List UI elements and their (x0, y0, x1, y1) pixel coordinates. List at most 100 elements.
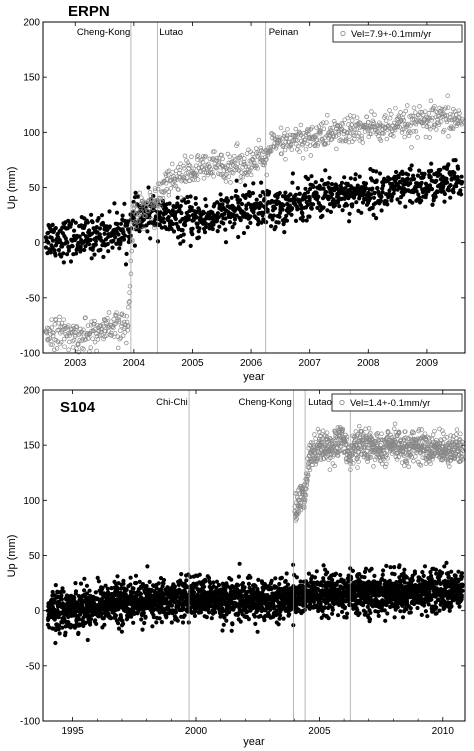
data-point (205, 172, 211, 178)
data-point (94, 621, 99, 627)
data-point (444, 113, 450, 118)
data-point (309, 206, 314, 211)
data-point (278, 207, 283, 212)
data-point (293, 137, 298, 143)
data-point (155, 186, 161, 192)
data-point (384, 563, 389, 569)
data-point (240, 581, 246, 586)
data-point (417, 114, 422, 119)
data-point (87, 588, 92, 593)
data-point (269, 578, 274, 584)
data-point (350, 568, 355, 574)
data-point (108, 319, 114, 324)
data-point (295, 206, 300, 211)
data-point (220, 163, 225, 169)
data-point (374, 178, 379, 183)
data-point (252, 614, 257, 619)
data-point (120, 333, 126, 339)
data-point (87, 331, 93, 337)
data-point (227, 220, 233, 225)
data-point (278, 210, 283, 215)
data-point (312, 143, 318, 149)
data-point (143, 213, 148, 219)
data-point (256, 150, 261, 155)
data-point (316, 194, 321, 199)
data-point (158, 181, 163, 187)
data-point (249, 205, 254, 210)
data-point (446, 134, 451, 139)
data-point (188, 243, 193, 248)
data-point (277, 214, 282, 219)
data-point (371, 121, 376, 127)
data-point (239, 153, 245, 158)
data-point (125, 323, 131, 328)
data-point (66, 323, 71, 328)
data-point (84, 583, 90, 588)
data-point (158, 204, 163, 210)
data-point (236, 583, 241, 588)
data-point (78, 581, 84, 586)
data-point (304, 218, 309, 223)
data-point (259, 180, 264, 185)
data-point (113, 613, 118, 618)
data-point (238, 179, 243, 184)
data-point (85, 220, 90, 225)
data-point (215, 211, 220, 216)
data-point (316, 141, 321, 146)
data-point (321, 205, 326, 210)
data-point (303, 137, 308, 142)
data-point (368, 196, 373, 201)
data-point (219, 197, 224, 203)
data-point (408, 123, 413, 128)
data-point (258, 145, 263, 151)
data-point (325, 570, 330, 575)
data-point (444, 176, 449, 181)
data-point (278, 125, 284, 131)
data-point (223, 227, 228, 232)
data-point (315, 205, 320, 210)
y-axis-label: Up (mm) (6, 167, 18, 210)
data-point (290, 180, 295, 185)
y-tick-label: 200 (23, 18, 40, 29)
data-point (381, 131, 386, 136)
data-point (284, 571, 289, 576)
data-point (428, 98, 434, 104)
data-point (415, 173, 420, 178)
data-point (347, 219, 352, 224)
data-point (116, 626, 122, 631)
data-point (179, 210, 184, 216)
data-point (348, 187, 353, 192)
data-point (451, 190, 456, 195)
x-tick-label: 2007 (299, 358, 322, 369)
data-point (124, 587, 129, 593)
data-point (195, 221, 200, 226)
data-point (420, 112, 426, 117)
data-point (196, 235, 201, 240)
data-point (177, 167, 183, 173)
data-point (93, 590, 98, 595)
data-point (167, 178, 173, 184)
data-point (220, 164, 226, 169)
data-point (76, 349, 82, 355)
data-point (411, 173, 416, 178)
data-point (370, 205, 375, 210)
data-point (221, 622, 226, 627)
data-point (116, 232, 121, 237)
data-point (392, 565, 397, 570)
data-point (120, 213, 125, 218)
data-point (287, 132, 293, 138)
data-point (438, 167, 443, 172)
data-point (348, 176, 353, 181)
data-point (343, 186, 348, 191)
data-point (80, 336, 85, 342)
data-point (368, 131, 374, 137)
data-point (408, 167, 413, 172)
data-point (378, 138, 384, 144)
data-point (247, 190, 252, 195)
data-point (408, 606, 413, 611)
data-point (115, 586, 120, 592)
data-point (209, 616, 214, 621)
data-point (443, 117, 449, 122)
data-point (390, 194, 395, 199)
data-point (344, 615, 349, 620)
